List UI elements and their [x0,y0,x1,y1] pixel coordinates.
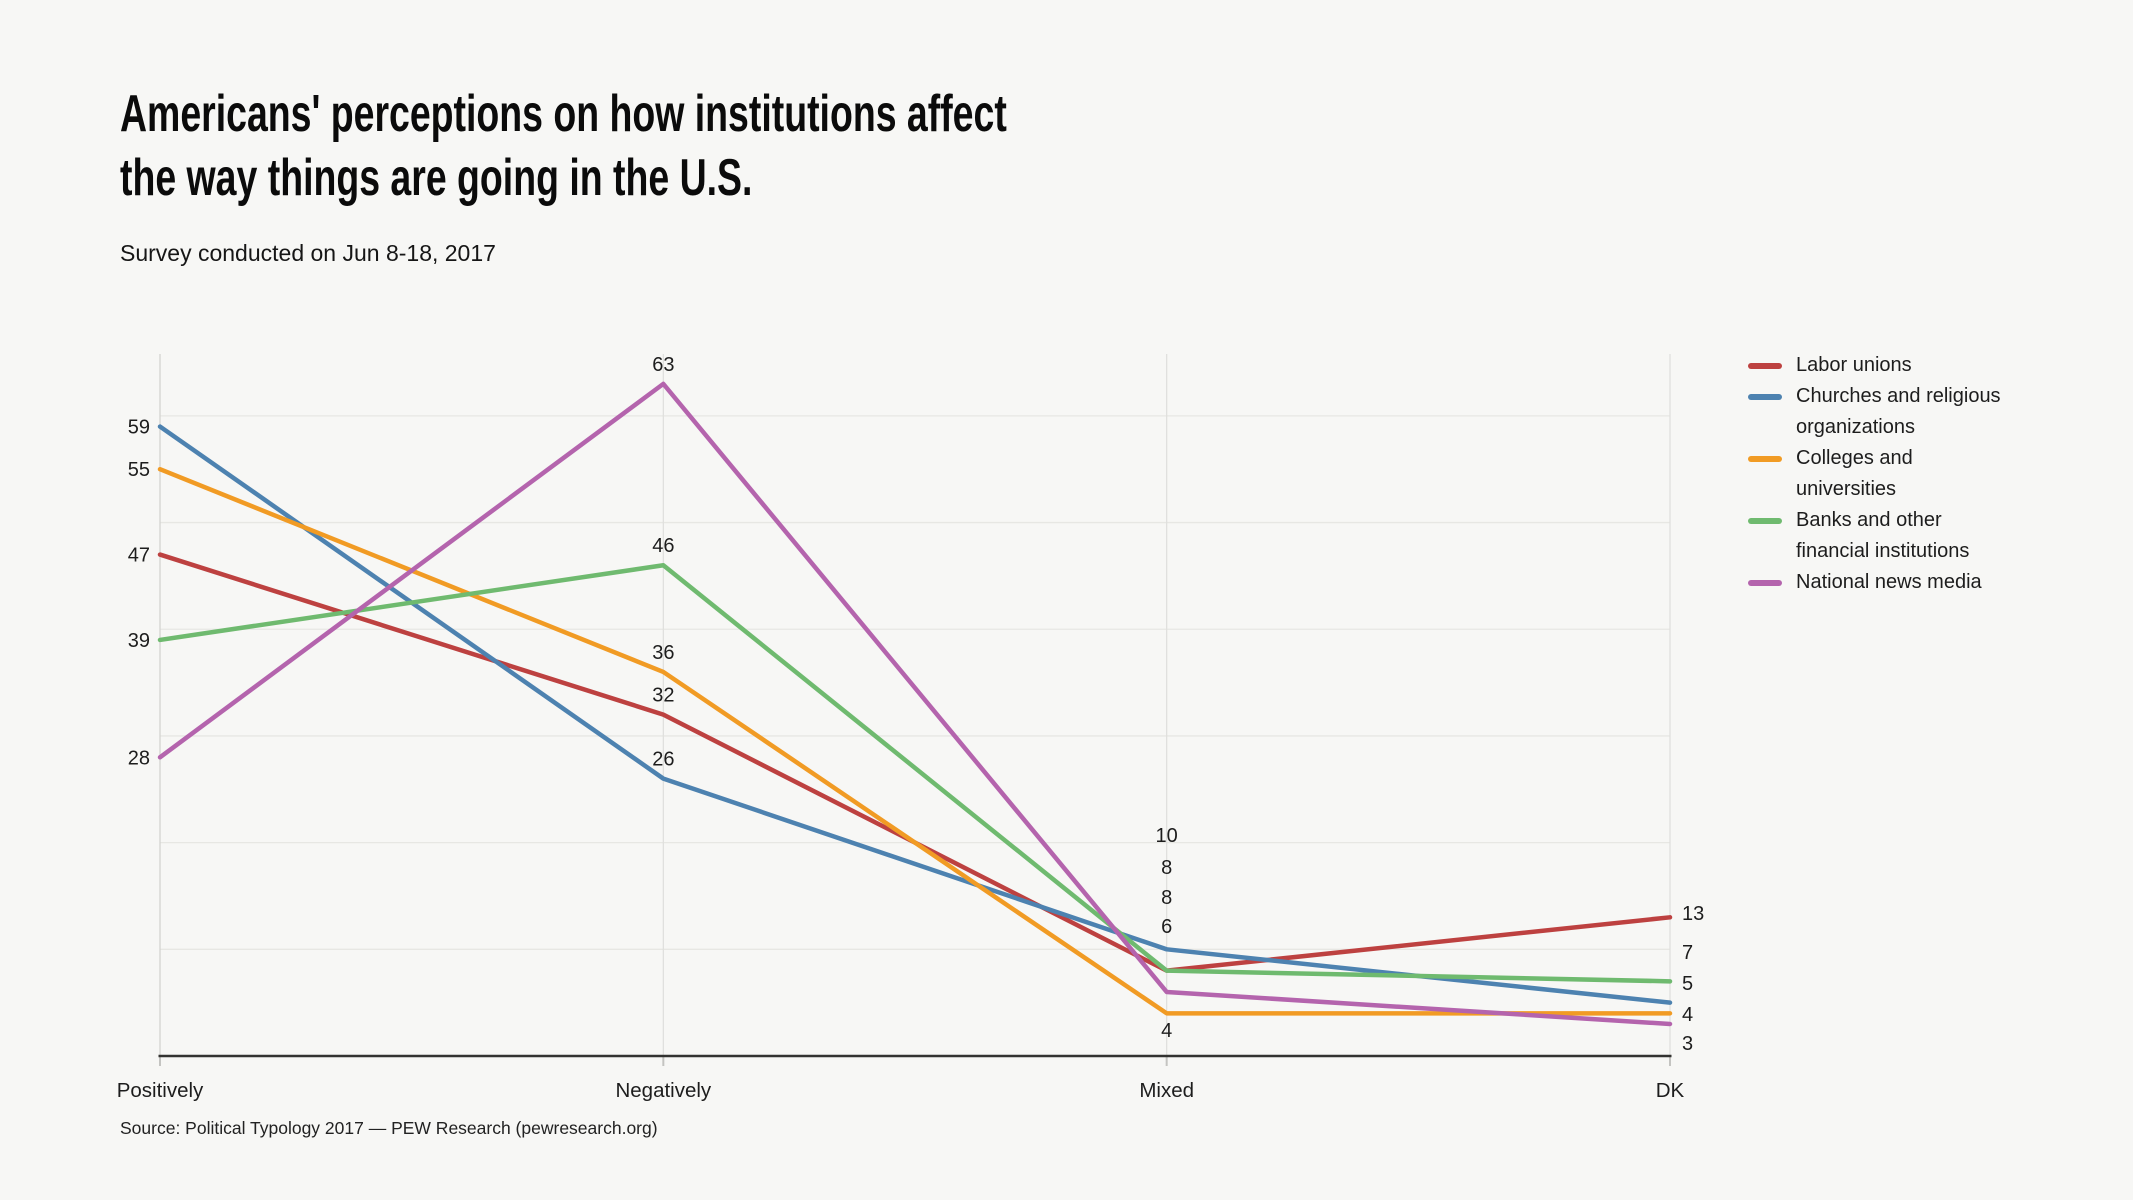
legend-item-colleges-and-universities: Colleges and universities [1748,443,2008,505]
legend-swatch-national-news-media [1748,580,1782,586]
value-label-negatively-national-news-media: 63 [652,354,674,376]
chart-title: Americans' perceptions on how institutio… [120,85,1007,207]
value-label-positively-national-news-media: 28 [128,747,150,769]
legend-item-labor-unions: Labor unions [1748,350,2008,381]
legend-label-national-news-media: National news media [1796,571,1982,593]
x-axis-label-positively: Positively [117,1079,204,1102]
value-label-positively-labor-unions: 47 [128,545,150,567]
value-label-dk-churches-and-religious-organizations: 5 [1682,973,1693,995]
value-label-mixed-colleges-and-universities: 4 [1161,1020,1172,1042]
legend-item-churches-and-religious-organizations: Churches and religious organizations [1748,381,2008,443]
value-label-negatively-colleges-and-universities: 36 [652,642,674,664]
legend-label-labor-unions: Labor unions [1796,354,1912,376]
legend-swatch-colleges-and-universities [1748,456,1782,462]
value-label-dk-national-news-media: 3 [1682,1033,1693,1055]
chart-legend: Labor unions Churches and religious organ… [1748,350,2008,598]
value-label-positively-churches-and-religious-organizations: 59 [128,417,150,439]
series-line-banks-and-other-financial-institutions [157,562,1673,984]
value-label-negatively-labor-unions: 32 [652,685,674,707]
legend-swatch-labor-unions [1748,363,1782,369]
value-label-dk-banks-and-other-financial-institutions: 7 [1682,942,1693,964]
value-label-mixed-labor-unions: 8 [1161,857,1172,879]
series-line-churches-and-religious-organizations [157,424,1673,1005]
value-label-mixed-banks-and-other-financial-institutions: 8 [1161,887,1172,909]
x-axis-label-negatively: Negatively [615,1079,711,1102]
value-label-negatively-banks-and-other-financial-institutions: 46 [652,535,674,557]
value-label-dk-colleges-and-universities: 4 [1682,1004,1693,1026]
legend-label-churches-and-religious-organizations: Churches and religious organizations [1796,385,2001,438]
value-label-mixed-churches-and-religious-organizations: 10 [1156,825,1178,847]
series-line-national-news-media [157,381,1673,1027]
series-line-labor-unions [157,552,1673,973]
legend-label-colleges-and-universities: Colleges and universities [1796,447,1913,500]
legend-label-banks-and-other-financial-institutions: Banks and other financial institutions [1796,509,1970,562]
legend-swatch-banks-and-other-financial-institutions [1748,518,1782,524]
series-line-colleges-and-universities [157,466,1673,1016]
value-label-mixed-national-news-media: 6 [1161,916,1172,938]
source-attribution: Source: Political Typology 2017 — PEW Re… [120,1118,658,1138]
value-label-positively-banks-and-other-financial-institutions: 39 [128,630,150,652]
value-label-positively-colleges-and-universities: 55 [128,459,150,481]
x-axis-label-mixed: Mixed [1139,1079,1194,1102]
chart-subtitle: Survey conducted on Jun 8-18, 2017 [120,240,496,266]
legend-swatch-churches-and-religious-organizations [1748,394,1782,400]
legend-item-national-news-media: National news media [1748,567,2008,598]
value-label-dk-labor-unions: 13 [1682,903,1704,925]
x-axis-label-dk: DK [1656,1079,1685,1102]
value-label-negatively-churches-and-religious-organizations: 26 [652,749,674,771]
legend-item-banks-and-other-financial-institutions: Banks and other financial institutions [1748,505,2008,567]
